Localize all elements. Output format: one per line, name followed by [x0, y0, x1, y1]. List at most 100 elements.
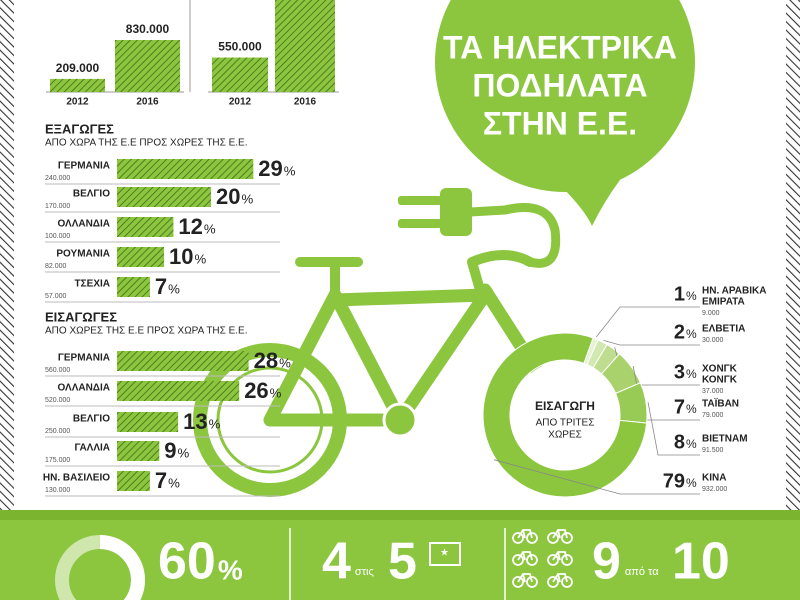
frame	[552, 573, 568, 583]
percent-sign: %	[686, 402, 697, 416]
amount-label: 91.500	[702, 447, 724, 454]
country-label: ΗΝ. ΒΑΣΙΛΕΙΟ	[43, 473, 110, 484]
bar	[115, 40, 180, 92]
percent-sign: %	[209, 417, 221, 432]
stat-value: 5	[388, 533, 417, 591]
side-hatch	[786, 0, 800, 510]
country-label: ΒΕΛΓΙΟ	[73, 414, 110, 425]
percent-sign: %	[686, 327, 697, 341]
value-label: 209.000	[56, 61, 100, 75]
bar	[212, 57, 268, 92]
bike-icons	[512, 529, 573, 588]
amount-label: 175.000	[45, 457, 70, 464]
percent-value: 2	[674, 321, 685, 343]
year-label: 2012	[229, 97, 252, 108]
bar	[117, 441, 160, 461]
wheel	[526, 532, 538, 544]
percent-value: 7	[674, 396, 685, 418]
wheel	[561, 532, 573, 544]
frame	[517, 551, 533, 561]
stat-arc	[99, 535, 145, 600]
percent-sign: %	[218, 554, 243, 585]
stat-value: 9	[592, 533, 621, 591]
percent-value: 28	[254, 348, 278, 373]
country-label: ΓΕΡΜΑΝΙΑ	[58, 353, 110, 364]
frame	[552, 529, 568, 539]
year-label: 2016	[294, 97, 317, 108]
section-subheading: ΑΠΟ ΧΩΡΑ ΤΗΣ Ε.Ε ΠΡΟΣ ΧΩΡΕΣ ΤΗΣ Ε.Ε.	[45, 138, 248, 149]
country-label: ΚΟΝΓΚ	[702, 375, 738, 386]
bar	[117, 351, 249, 371]
bar	[117, 381, 240, 401]
donut-subtitle: ΧΩΡΕΣ	[548, 430, 582, 441]
percent-value: 8	[674, 431, 685, 453]
wheel	[547, 554, 559, 566]
donut-slice	[482, 332, 648, 498]
percent-sign: %	[686, 289, 697, 303]
bike-icon	[547, 573, 573, 588]
value-label: 830.000	[126, 22, 170, 36]
amount-label: 932.000	[702, 486, 727, 493]
amount-label: 30.000	[702, 337, 724, 344]
percent-sign: %	[168, 476, 180, 491]
bike-icon	[547, 529, 573, 544]
amount-label: 130.000	[45, 487, 70, 494]
title: ΣΤΗΝ Ε.Ε.	[483, 105, 637, 141]
amount-label: 560.000	[45, 367, 70, 374]
footer-stripe	[0, 510, 800, 520]
percent-sign: %	[168, 282, 180, 297]
percent-sign: %	[284, 164, 296, 179]
country-label: ΒΙΕΤΝΑΜ	[702, 434, 748, 445]
section-heading: ΕΙΣΑΓΩΓΕΣ	[45, 309, 117, 324]
amount-label: 100.000	[45, 233, 70, 240]
country-label: ΒΕΛΓΙΟ	[73, 189, 110, 200]
amount-label: 37.000	[702, 388, 724, 395]
title: ΠΟΔΗΛΑΤΑ	[472, 67, 647, 103]
percent-sign: %	[686, 476, 697, 490]
bar	[117, 159, 254, 179]
stat-word: από τα	[625, 566, 659, 578]
wheel	[561, 576, 573, 588]
plug-icon	[398, 188, 472, 236]
country-label: ΗΝ. ΑΡΑΒΙΚΑ	[702, 286, 766, 297]
percent-value: 12	[178, 214, 202, 239]
wheel	[512, 532, 524, 544]
amount-label: 240.000	[45, 175, 70, 182]
percent-sign: %	[178, 446, 190, 461]
bike-icon	[512, 551, 538, 566]
country-label: ΕΜΙΡΑΤΑ	[702, 297, 745, 308]
bike-icon	[547, 551, 573, 566]
amount-label: 250.000	[45, 428, 70, 435]
bar	[275, 0, 335, 93]
bike-icon	[512, 529, 538, 544]
bar	[117, 471, 150, 491]
percent-sign: %	[270, 386, 282, 401]
wheel	[512, 576, 524, 588]
country-label: ΓΑΛΛΙΑ	[75, 443, 110, 454]
percent-value: 1	[674, 283, 685, 305]
bar	[117, 247, 164, 267]
amount-label: 82.000	[45, 263, 67, 270]
year-label: 2016	[136, 97, 159, 108]
amount-label: 79.000	[702, 412, 724, 419]
percent-value: 3	[674, 361, 685, 383]
country-label: ΟΛΛΑΝΔΙΑ	[58, 383, 110, 394]
flag-icon: ★	[429, 542, 461, 566]
percent-value: 20	[216, 184, 240, 209]
country-label: ΓΕΡΜΑΝΙΑ	[58, 161, 110, 172]
frame	[517, 573, 533, 583]
donut-subtitle: ΑΠΟ ΤΡΙΤΕΣ	[536, 418, 595, 429]
side-hatch	[0, 0, 14, 510]
percent-value: 79	[663, 470, 685, 492]
donut-title: ΕΙΣΑΓΩΓΗ	[535, 399, 595, 413]
leader-line	[647, 402, 700, 456]
stat-value: 4	[322, 533, 351, 591]
percent-sign: %	[686, 437, 697, 451]
year-label: 2012	[66, 97, 89, 108]
bar	[117, 277, 150, 297]
donut-hole	[511, 361, 619, 469]
country-label: ΤΑΪΒΑΝ	[702, 397, 739, 410]
bar	[50, 78, 105, 92]
leader-line	[603, 339, 700, 346]
country-label: ΡΟΥΜΑΝΙΑ	[56, 249, 110, 260]
